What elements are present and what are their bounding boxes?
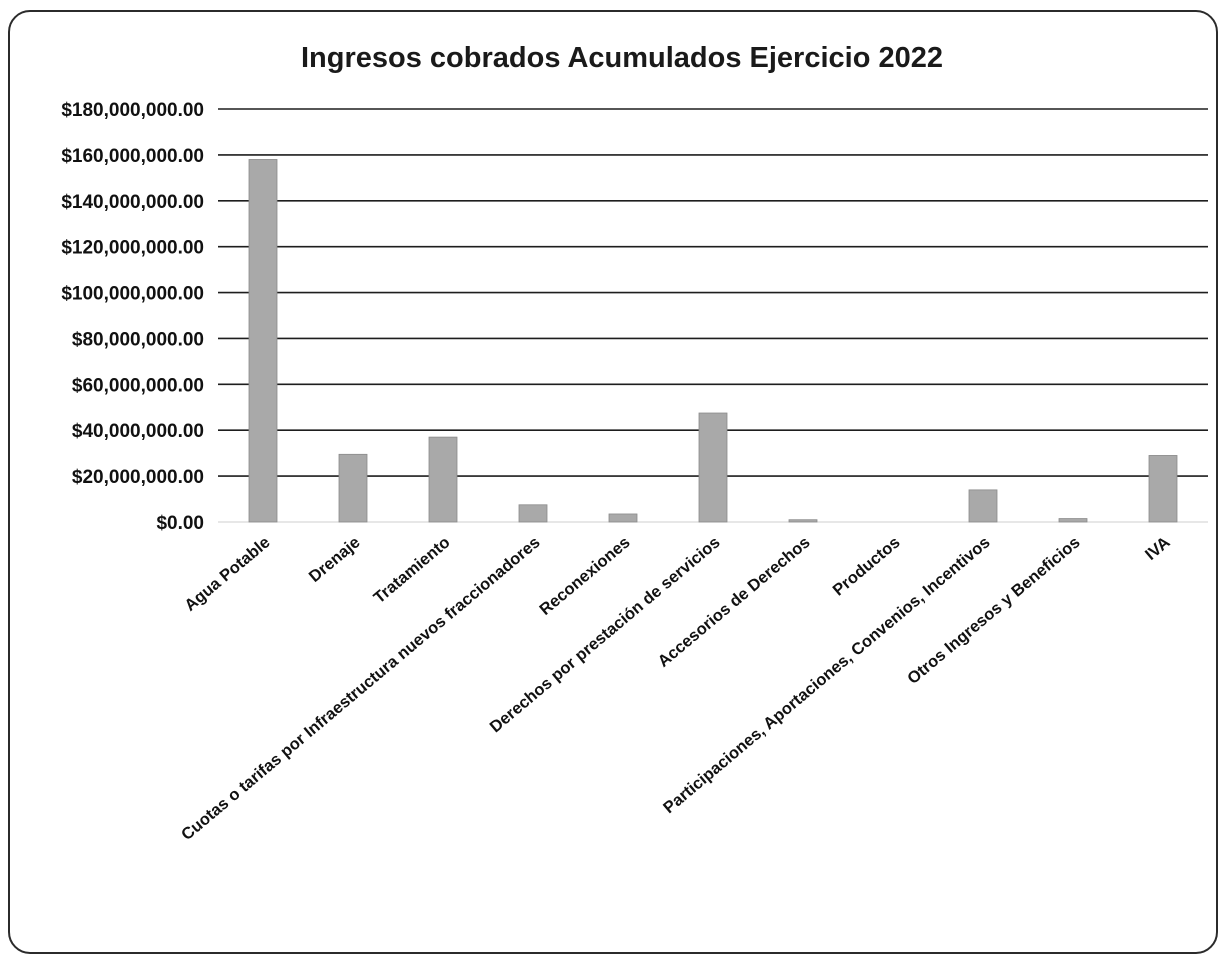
y-tick-label: $60,000,000.00 [72,375,204,396]
bars [248,159,1178,523]
y-tick-label: $80,000,000.00 [72,329,204,350]
x-category-label: Drenaje [306,533,364,586]
y-tick-label: $160,000,000.00 [61,146,204,167]
bar [608,513,638,523]
x-category-label: Tratamiento [370,533,453,607]
chart-title: Ingresos cobrados Acumulados Ejercicio 2… [301,42,943,74]
bar [1148,455,1178,523]
y-tick-label: $20,000,000.00 [72,467,204,488]
y-tick-label: $140,000,000.00 [61,192,204,213]
y-tick-label: $0.00 [156,513,204,534]
bar [518,504,548,523]
gridlines [218,108,1208,523]
x-category-label: Participaciones, Aportaciones, Convenios… [660,533,994,817]
bar [248,159,278,523]
chart-frame [8,10,1218,954]
y-axis-tick-labels: $0.00 $20,000,000.00 $40,000,000.00 $60,000… [61,100,204,534]
x-category-label: Otros Ingresos y Beneficios [904,533,1083,688]
bar [788,519,818,523]
y-tick-label: $100,000,000.00 [61,284,204,305]
x-category-label: Reconexiones [536,533,633,619]
bar [698,412,728,523]
x-category-label: Productos [829,533,903,599]
y-tick-label: $120,000,000.00 [61,238,204,259]
bar [1058,518,1088,523]
bar [968,489,998,523]
bar [428,436,458,523]
x-category-label: IVA [1142,533,1174,564]
bar [338,453,368,523]
x-category-label: Accesorios de Derechos [654,533,813,671]
y-tick-label: $180,000,000.00 [61,100,204,121]
x-category-label: Agua Potable [181,533,273,615]
y-tick-label: $40,000,000.00 [72,421,204,442]
